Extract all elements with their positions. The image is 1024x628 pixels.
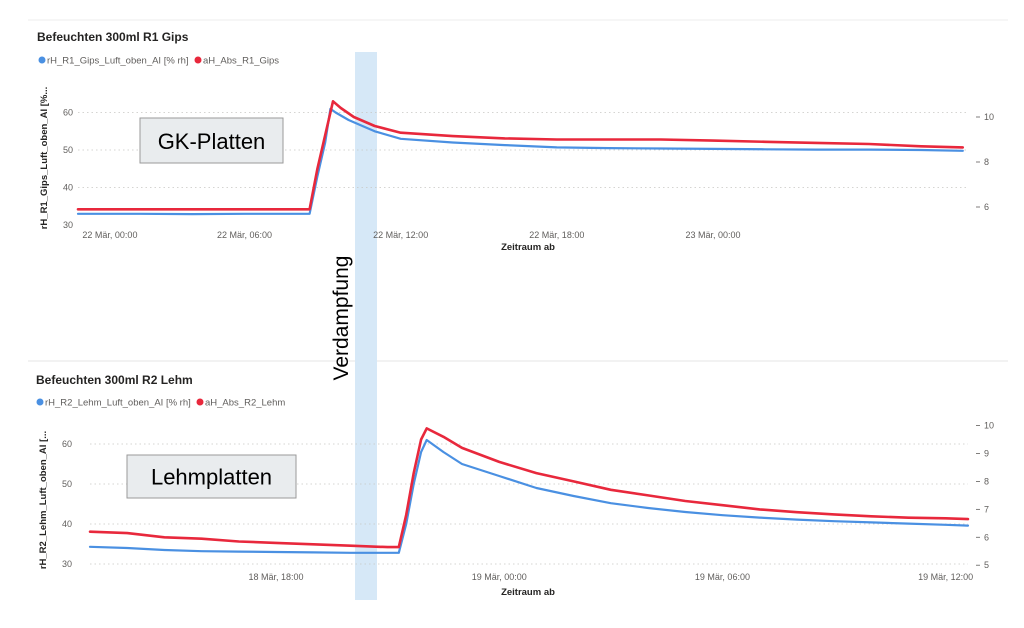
x-tick-label: 19 Mär, 06:00 xyxy=(695,572,750,582)
y-tick-label: 30 xyxy=(63,220,73,230)
y2-tick-label: 7 xyxy=(984,504,989,514)
chart1-legend-rh: rH_R1_Gips_Luft_oben_AI [% rh] xyxy=(47,56,189,67)
chart2-x-axis-title: Zeitraum ab xyxy=(501,587,555,598)
y2-tick-label: 6 xyxy=(984,202,989,212)
chart1-y-axis-title: rH_R1_Gips_Luft_oben_AI [%... xyxy=(39,87,50,230)
x-tick-label: 22 Mär, 18:00 xyxy=(529,230,584,240)
evaporation-label: Verdampfung xyxy=(330,256,353,381)
chart2-legend: rH_R2_Lehm_Luft_oben_AI [% rh] aH_Abs_R2… xyxy=(36,398,285,409)
chart-r2-lehm: Befeuchten 300ml R2 Lehm rH_R2_Lehm_Luft… xyxy=(36,373,994,598)
chart2-overlay-label: Lehmplatten xyxy=(151,465,272,490)
x-tick-label: 23 Mär, 00:00 xyxy=(685,230,740,240)
chart-r1-gips: Befeuchten 300ml R1 Gips rH_R1_Gips_Luft… xyxy=(37,30,994,253)
y2-tick-label: 8 xyxy=(984,157,989,167)
chart1-legend: rH_R1_Gips_Luft_oben_AI [% rh] aH_Abs_R1… xyxy=(38,56,279,67)
chart1-y-ticks: 30 40 50 60 xyxy=(63,108,73,231)
chart1-legend-ah: aH_Abs_R1_Gips xyxy=(203,56,279,67)
chart1-x-ticks: 22 Mär, 00:00 22 Mär, 06:00 22 Mär, 12:00 2… xyxy=(82,230,740,240)
y-tick-label: 40 xyxy=(63,183,73,193)
series-line-rh xyxy=(88,438,970,554)
y2-tick-label: 6 xyxy=(984,532,989,542)
chart2-legend-dot-ah xyxy=(196,398,204,406)
y-tick-label: 50 xyxy=(62,479,72,489)
y2-tick-label: 9 xyxy=(984,449,989,459)
y2-tick-label: 10 xyxy=(984,421,994,431)
chart1-overlay-label-box xyxy=(139,117,284,164)
y-tick-label: 50 xyxy=(63,145,73,155)
chart1-legend-dot-ah xyxy=(194,56,202,64)
chart2-overlay-label-box xyxy=(126,454,297,499)
y2-tick-label: 5 xyxy=(984,560,989,570)
series-line-rh xyxy=(76,107,964,216)
chart1-x-axis-title: Zeitraum ab xyxy=(501,242,555,253)
series-line-ah xyxy=(88,427,970,549)
chart2-series xyxy=(88,427,970,554)
chart2-y-ticks: 30 40 50 60 xyxy=(62,439,72,569)
chart2-legend-ah: aH_Abs_R2_Lehm xyxy=(205,398,285,409)
y2-tick-label: 10 xyxy=(984,112,994,122)
y-tick-label: 60 xyxy=(63,108,73,118)
x-tick-label: 19 Mär, 00:00 xyxy=(472,572,527,582)
chart2-title: Befeuchten 300ml R2 Lehm xyxy=(36,373,193,387)
y-tick-label: 30 xyxy=(62,559,72,569)
chart1-series xyxy=(76,100,965,216)
chart2-x-ticks: 18 Mär, 18:00 19 Mär, 00:00 19 Mär, 06:00 1… xyxy=(248,572,973,582)
chart1-legend-dot-rh xyxy=(38,56,46,64)
chart2-y-axis-title: rH_R2_Lehm_Luft_oben_AI [... xyxy=(38,431,49,569)
series-line-ah xyxy=(76,100,965,211)
chart2-legend-rh: rH_R2_Lehm_Luft_oben_AI [% rh] xyxy=(45,398,191,409)
chart1-overlay-label: GK-Platten xyxy=(158,129,266,154)
evaporation-band xyxy=(355,52,377,600)
x-tick-label: 22 Mär, 00:00 xyxy=(82,230,137,240)
x-tick-label: 22 Mär, 12:00 xyxy=(373,230,428,240)
x-tick-label: 18 Mär, 18:00 xyxy=(248,572,303,582)
chart2-legend-dot-rh xyxy=(36,398,44,406)
x-tick-label: 22 Mär, 06:00 xyxy=(217,230,272,240)
y2-tick-label: 8 xyxy=(984,476,989,486)
chart1-y2-ticks: 6 8 10 xyxy=(976,112,994,212)
y-tick-label: 60 xyxy=(62,439,72,449)
chart2-y2-ticks: 5 6 7 8 9 10 xyxy=(976,421,994,570)
x-tick-label: 19 Mär, 12:00 xyxy=(918,572,973,582)
y-tick-label: 40 xyxy=(62,519,72,529)
chart1-title: Befeuchten 300ml R1 Gips xyxy=(37,30,189,44)
